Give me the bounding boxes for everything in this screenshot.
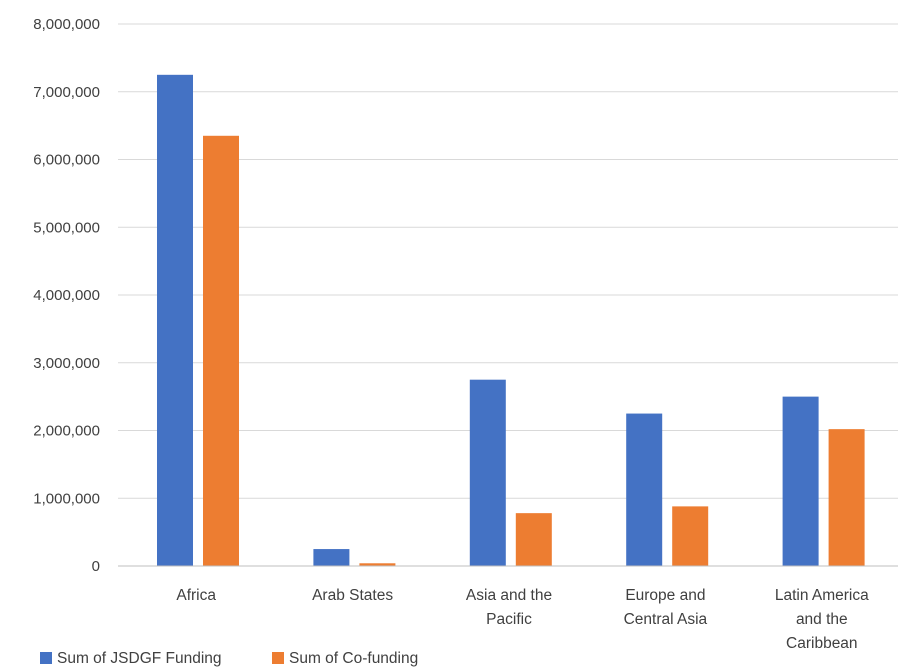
bar	[782, 396, 819, 566]
x-tick-label: Asia and the Pacific	[466, 587, 552, 628]
x-axis-category-labels: Africa Arab States Asia and the Pacific Euro…	[176, 587, 869, 652]
legend: Sum of JSDGF Funding Sum of Co-funding	[40, 650, 418, 667]
bar	[469, 379, 506, 566]
bar	[157, 74, 193, 566]
x-tick-label: Europe and Central Asia	[624, 587, 708, 628]
bar	[626, 413, 663, 566]
y-tick-label: 5,000,000	[33, 219, 100, 236]
y-tick-label: 4,000,000	[33, 287, 100, 304]
legend-swatch	[272, 652, 284, 664]
gridlines	[118, 23, 898, 499]
y-tick-label: 3,000,000	[33, 355, 100, 372]
x-tick-label: Arab States	[312, 587, 393, 604]
legend-label: Sum of Co-funding	[289, 650, 418, 667]
y-tick-label: 2,000,000	[33, 423, 100, 440]
bar	[359, 563, 396, 566]
bars	[157, 74, 865, 566]
bar	[203, 135, 239, 566]
bar	[828, 429, 865, 566]
legend-label: Sum of JSDGF Funding	[57, 650, 222, 667]
legend-item: Sum of Co-funding	[272, 650, 418, 667]
y-tick-label: 1,000,000	[33, 490, 100, 507]
legend-swatch	[40, 652, 52, 664]
x-tick-label: Latin America and the Caribbean	[775, 587, 869, 652]
bar	[515, 513, 552, 566]
y-tick-label: 0	[92, 558, 100, 575]
legend-item: Sum of JSDGF Funding	[40, 650, 222, 667]
y-tick-label: 7,000,000	[33, 84, 100, 101]
x-tick-label: Africa	[176, 587, 216, 604]
y-axis-tick-labels: 0 1,000,000 2,000,000 3,000,000 4,000,000 5,0…	[33, 16, 100, 575]
bar	[313, 549, 350, 566]
bar	[672, 506, 709, 566]
y-tick-label: 6,000,000	[33, 152, 100, 169]
y-tick-label: 8,000,000	[33, 16, 100, 33]
